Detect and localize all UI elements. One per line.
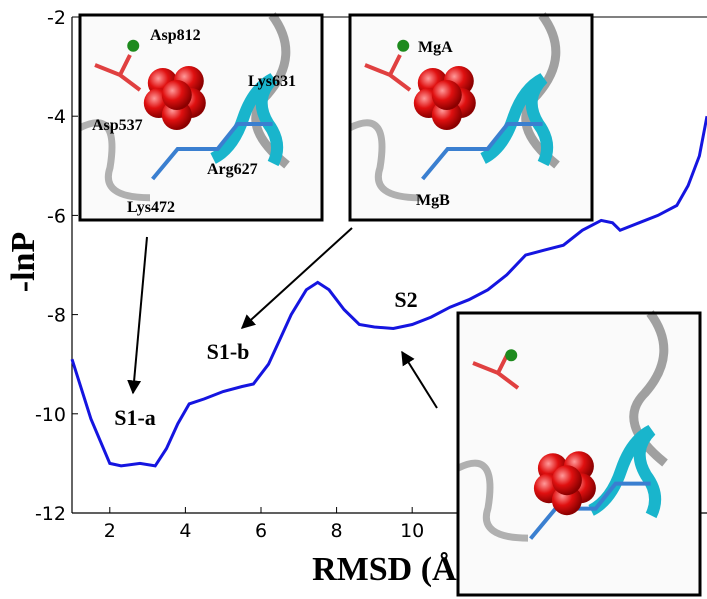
arrow	[133, 237, 147, 393]
atom	[552, 465, 582, 495]
x-tick-label: 10	[400, 520, 424, 542]
residue-label: MgA	[418, 39, 453, 56]
x-axis-title: RMSD (Å)	[312, 551, 468, 588]
chart: RMSD (Å) -lnP 246810121416-12-10-8-6-4-2…	[0, 0, 707, 599]
atom	[162, 80, 192, 110]
y-tick-label: -10	[35, 404, 66, 426]
residue-label: Lys631	[248, 73, 296, 90]
residue-label: Lys472	[127, 199, 175, 216]
x-tick-label: 4	[179, 520, 191, 542]
mg-ion	[397, 40, 409, 52]
y-tick-label: -4	[47, 106, 66, 128]
arrow	[402, 352, 437, 408]
inset: MgA MgB	[350, 15, 592, 220]
mg-ion	[127, 40, 139, 52]
y-tick-label: -12	[35, 503, 66, 525]
residue-label: Asp812	[150, 27, 201, 44]
y-tick-label: -6	[47, 205, 66, 227]
x-tick-label: 8	[331, 520, 343, 542]
state-label: S1-b	[207, 339, 250, 364]
y-tick-label: -8	[47, 305, 66, 327]
arrow	[242, 228, 352, 328]
residue-label: Arg627	[207, 161, 258, 178]
residue-label: MgB	[416, 192, 450, 209]
residue-label: Asp537	[92, 117, 143, 134]
state-label: S2	[394, 287, 417, 312]
x-tick-label: 6	[255, 520, 267, 542]
mg-ion	[505, 349, 517, 361]
state-label: S1-a	[114, 405, 156, 430]
inset	[458, 313, 700, 595]
y-axis-title: -lnP	[5, 232, 42, 292]
y-tick-label: -2	[47, 7, 66, 29]
atom	[432, 80, 462, 110]
x-tick-label: 2	[104, 520, 116, 542]
inset: Asp812 Lys631 Asp537 Arg627 Lys472	[80, 15, 322, 220]
